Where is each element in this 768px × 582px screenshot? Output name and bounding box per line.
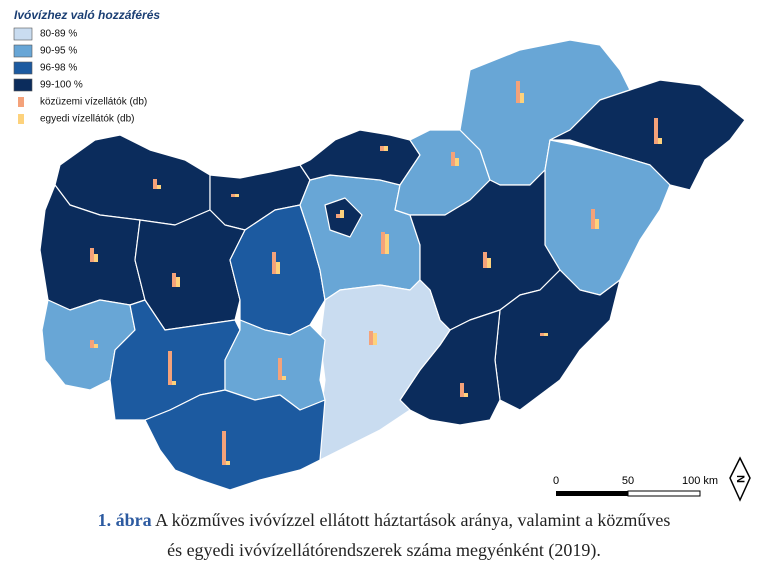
legend-label: 99-100 %	[40, 80, 83, 91]
scale-segment	[627, 490, 701, 497]
legend-label: egyedi vízellátók (db)	[40, 114, 135, 125]
public-bar	[381, 232, 385, 254]
public-bar	[540, 333, 544, 336]
county	[299, 129, 421, 186]
public-bar	[222, 431, 226, 465]
public-bar	[272, 252, 276, 274]
caption-text: A közműves ivóvízzel ellátott háztartáso…	[155, 510, 671, 530]
individual-bar	[384, 146, 388, 151]
public-bar	[591, 209, 595, 229]
scale-label: 0	[553, 475, 559, 487]
public-bar	[172, 273, 176, 287]
public-bar	[278, 358, 282, 380]
public-bar	[460, 383, 464, 397]
north-label: N	[734, 475, 746, 483]
individual-bar	[658, 138, 662, 144]
legend-swatch	[13, 78, 33, 92]
scale-label: 50	[622, 475, 634, 487]
individual-bar	[544, 333, 548, 336]
legend-swatch	[13, 44, 33, 58]
legend-title: Ivóvízhez való hozzáférés	[14, 8, 160, 22]
public-bar	[369, 331, 373, 345]
individual-bar	[385, 234, 389, 254]
county	[549, 79, 746, 191]
public-bar	[654, 118, 658, 144]
legend-label: 96-98 %	[40, 63, 77, 74]
legend-symbol	[18, 97, 24, 107]
individual-bar	[94, 254, 98, 262]
north-arrow	[729, 456, 751, 502]
public-bar	[516, 81, 520, 103]
individual-bar	[520, 93, 524, 103]
individual-bar	[282, 376, 286, 380]
public-bar	[483, 252, 487, 268]
individual-bar	[94, 344, 98, 348]
caption-text: és egyedi ivóvízellátórendszerek száma m…	[167, 540, 601, 560]
individual-bar	[464, 393, 468, 397]
individual-bar	[172, 381, 176, 385]
individual-bar	[157, 185, 161, 189]
public-bar	[231, 194, 235, 197]
legend-swatch	[13, 61, 33, 75]
legend-symbol	[18, 114, 24, 124]
individual-bar	[235, 194, 239, 197]
individual-bar	[276, 262, 280, 274]
scale-segment	[556, 491, 628, 496]
public-bar	[336, 214, 340, 218]
legend-label: 90-95 %	[40, 46, 77, 57]
county	[144, 389, 326, 491]
scale-bar: 0 50 100 km N	[553, 456, 751, 502]
public-bar	[90, 340, 94, 348]
public-bar	[153, 179, 157, 189]
legend-label: közüzemi vízellátók (db)	[40, 97, 147, 108]
individual-bar	[340, 210, 344, 218]
legend-swatch	[13, 27, 33, 41]
public-bar	[451, 152, 455, 166]
individual-bar	[176, 277, 180, 287]
map: Ivóvízhez való hozzáférés 80-89 % 90-95 %…	[13, 8, 751, 502]
individual-bar	[373, 333, 377, 345]
individual-bar	[226, 461, 230, 465]
scale-label: 100 km	[682, 475, 718, 487]
caption-label: 1. ábra	[97, 510, 152, 530]
legend-label: 80-89 %	[40, 29, 77, 40]
public-bar	[380, 146, 384, 151]
individual-bar	[455, 158, 459, 166]
caption: 1. ábra A közműves ivóvízzel ellátott há…	[0, 510, 768, 531]
individual-bar	[595, 219, 599, 229]
public-bar	[90, 248, 94, 262]
individual-bar	[487, 258, 491, 268]
public-bar	[168, 351, 172, 385]
legend: Ivóvízhez való hozzáférés 80-89 % 90-95 %…	[13, 8, 160, 125]
